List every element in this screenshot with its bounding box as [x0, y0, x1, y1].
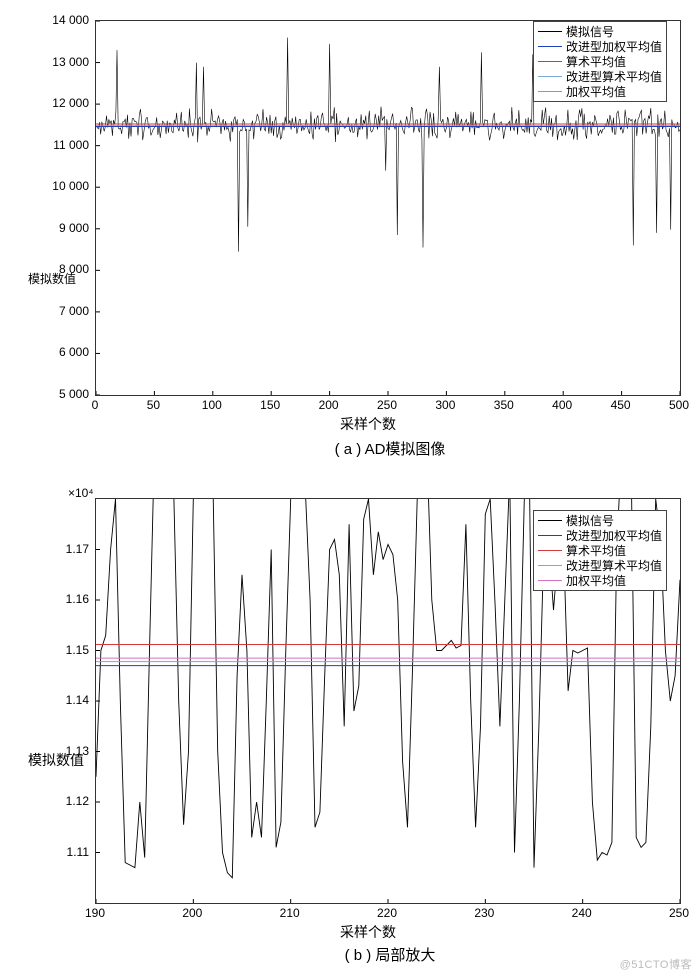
legend-item: 改进型算术平均值 — [538, 69, 662, 84]
legend-item: 加权平均值 — [538, 573, 662, 588]
legend-swatch — [538, 535, 562, 536]
legend-item: 改进型算术平均值 — [538, 558, 662, 573]
legend-item: 模拟信号 — [538, 513, 662, 528]
legend-swatch — [538, 46, 562, 47]
legend-swatch — [538, 91, 562, 92]
panel-b-xlabel: 采样个数 — [340, 922, 396, 942]
legend-swatch — [538, 550, 562, 551]
panel-b-exp: ×10⁴ — [68, 486, 94, 500]
legend-label: 加权平均值 — [566, 572, 626, 589]
legend-swatch — [538, 31, 562, 32]
panel-b-title: ( b ) 局部放大 — [345, 944, 436, 965]
legend-item: 算术平均值 — [538, 54, 662, 69]
legend-swatch — [538, 580, 562, 581]
legend-swatch — [538, 61, 562, 62]
panel-a-title: ( a ) AD模拟图像 — [335, 438, 446, 459]
panel-a-legend: 模拟信号改进型加权平均值算术平均值改进型算术平均值加权平均值 — [533, 21, 667, 102]
legend-item: 改进型加权平均值 — [538, 39, 662, 54]
legend-swatch — [538, 76, 562, 77]
legend-label: 加权平均值 — [566, 83, 626, 100]
legend-item: 模拟信号 — [538, 24, 662, 39]
legend-swatch — [538, 520, 562, 521]
watermark: @51CTO博客 — [620, 956, 692, 972]
panel-b-legend: 模拟信号改进型加权平均值算术平均值改进型算术平均值加权平均值 — [533, 510, 667, 591]
legend-swatch — [538, 565, 562, 566]
legend-item: 改进型加权平均值 — [538, 528, 662, 543]
legend-item: 加权平均值 — [538, 84, 662, 99]
legend-item: 算术平均值 — [538, 543, 662, 558]
panel-a-xlabel: 采样个数 — [340, 414, 396, 434]
